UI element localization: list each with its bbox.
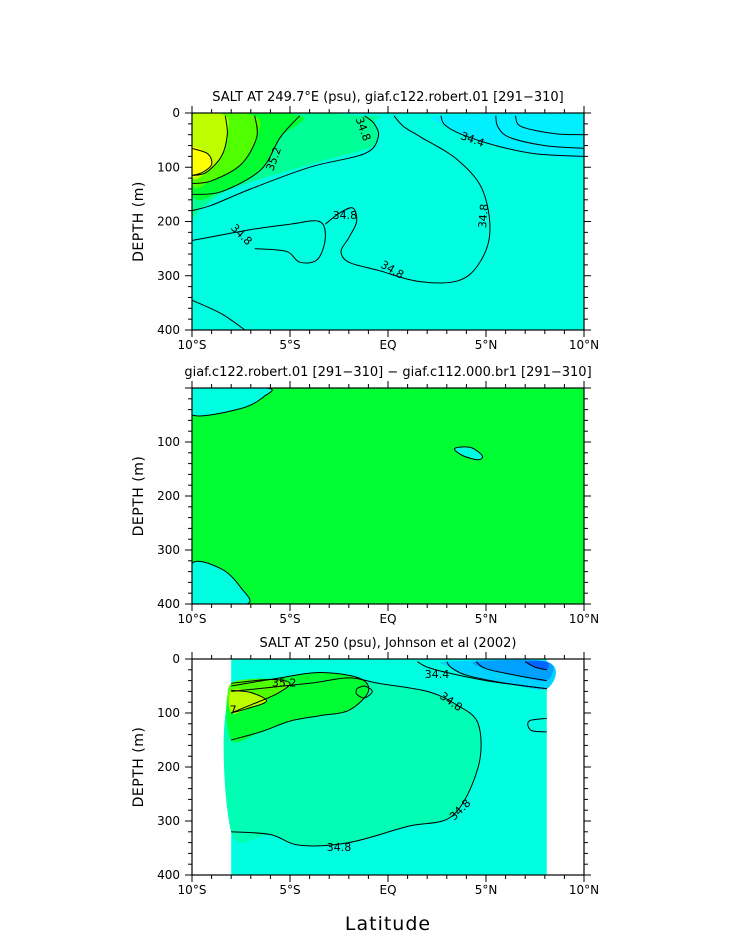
contour-line xyxy=(231,671,370,741)
contour-line xyxy=(446,661,547,690)
contour-line xyxy=(192,115,301,195)
y-tick-label: 200 xyxy=(157,215,180,229)
filled-band-diff_bottom_left xyxy=(192,561,250,604)
y-tick-label: 400 xyxy=(157,323,180,337)
y-tick-label: 300 xyxy=(157,543,180,557)
contour-label: 34.8 xyxy=(476,203,491,229)
contour-label: 34.8 xyxy=(327,841,352,854)
x-tick-label: 10°S xyxy=(178,883,207,897)
y-tick-label: 100 xyxy=(157,160,180,174)
x-tick-label: 10°S xyxy=(178,612,207,626)
y-tick-label: 200 xyxy=(157,760,180,774)
panel-title: SALT AT 250 (psu), Johnson et al (2002) xyxy=(259,636,516,651)
field-background xyxy=(192,388,584,604)
filled-band-diff_top_left xyxy=(192,388,273,416)
contour-line xyxy=(192,220,326,264)
panel-title: giaf.c122.robert.01 [291−310] − giaf.c11… xyxy=(184,365,591,380)
contour-label: 35.2 xyxy=(272,676,297,689)
plot-area xyxy=(192,388,584,604)
contour-label: 34.8 xyxy=(333,209,358,222)
x-tick-label: 5°N xyxy=(475,883,498,897)
contour-label: 34.4 xyxy=(425,668,450,681)
contour-line xyxy=(192,299,246,330)
x-tick-label: 5°N xyxy=(475,612,498,626)
x-tick-label: 5°S xyxy=(279,883,300,897)
panel-salinity-difference: 10°S 5°S EQ 5°N 10°N 100 200 300 400 DEPTH (m) gia… xyxy=(131,365,599,626)
figure-x-axis-label: Latitude xyxy=(345,913,431,935)
contour-line xyxy=(324,115,491,284)
x-tick-label: EQ xyxy=(379,338,396,352)
contour-line xyxy=(495,115,584,149)
contour-line xyxy=(231,678,291,714)
contour-line xyxy=(355,685,373,699)
panel-model-salinity: 34.8 34.435.234.8 34.834.834.810°S 5°S EQ 5°N… xyxy=(131,90,599,352)
contour-line xyxy=(192,388,273,417)
contour-line xyxy=(192,115,380,212)
x-tick-label: 5°N xyxy=(475,338,498,352)
y-axis-label: DEPTH (m) xyxy=(131,727,147,808)
plot-area: 34.8 34.435.234.8 34.834.834.8 xyxy=(192,113,584,330)
x-tick-label: 10°N xyxy=(569,883,599,897)
contour-line xyxy=(192,115,258,184)
contour-line xyxy=(514,115,584,136)
contour-line xyxy=(192,115,228,176)
x-tick-label: 5°S xyxy=(279,338,300,352)
panel-title: SALT AT 249.7°E (psu), giaf.c122.robert.… xyxy=(212,90,563,105)
contour-line xyxy=(231,689,267,714)
contour-line xyxy=(440,115,584,157)
y-tick-label: 100 xyxy=(157,706,180,720)
x-tick-label: EQ xyxy=(379,612,396,626)
contour-line xyxy=(192,560,251,604)
y-tick-label: 300 xyxy=(157,269,180,283)
contour-label: 7 xyxy=(230,703,237,716)
filled-band-s33_8 xyxy=(524,660,549,671)
x-tick-label: EQ xyxy=(379,883,396,897)
x-tick-label: 10°S xyxy=(178,338,207,352)
contour-line xyxy=(231,677,482,847)
y-tick-label: 0 xyxy=(172,106,180,120)
y-tick-label: 300 xyxy=(157,814,180,828)
y-axis-label: DEPTH (m) xyxy=(131,181,147,262)
y-tick-label: 400 xyxy=(157,868,180,882)
x-tick-label: 5°S xyxy=(279,612,300,626)
contour-line xyxy=(524,661,547,671)
y-tick-label: 200 xyxy=(157,489,180,503)
y-axis-label: DEPTH (m) xyxy=(131,456,147,537)
plot-area: 35.234.434.834.834.87 xyxy=(223,659,556,875)
y-tick-label: 400 xyxy=(157,597,180,611)
x-tick-label: 10°N xyxy=(569,338,599,352)
y-tick-label: 0 xyxy=(172,652,180,666)
contour-line xyxy=(527,717,547,733)
y-tick-label: 100 xyxy=(157,435,180,449)
x-tick-label: 10°N xyxy=(569,612,599,626)
contour-line xyxy=(475,661,547,682)
contour-line xyxy=(453,446,483,461)
contour-line xyxy=(192,147,213,176)
